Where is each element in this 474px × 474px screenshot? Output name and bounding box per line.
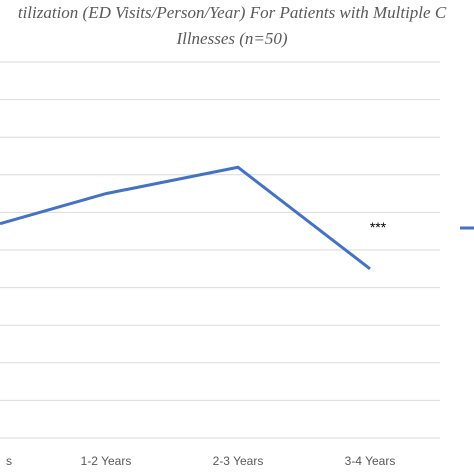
x-tick-label: 1-2 Years: [81, 454, 132, 468]
significance-annotation: ***: [370, 219, 387, 235]
annotations: ***: [370, 219, 387, 235]
x-tick-label: 3-4 Years: [345, 454, 396, 468]
chart-title-line-1: tilization (ED Visits/Person/Year) For P…: [18, 3, 447, 22]
series-line: [0, 165, 371, 270]
chart-title-line-2: Illnesses (n=50): [175, 29, 287, 48]
x-axis-tick-labels: s 1-2 Years 2-3 Years 3-4 Years: [6, 454, 395, 468]
gridlines: [0, 61, 440, 439]
series-group: [0, 165, 371, 270]
x-tick-label: 2-3 Years: [213, 454, 264, 468]
x-tick-label: s: [6, 454, 12, 468]
